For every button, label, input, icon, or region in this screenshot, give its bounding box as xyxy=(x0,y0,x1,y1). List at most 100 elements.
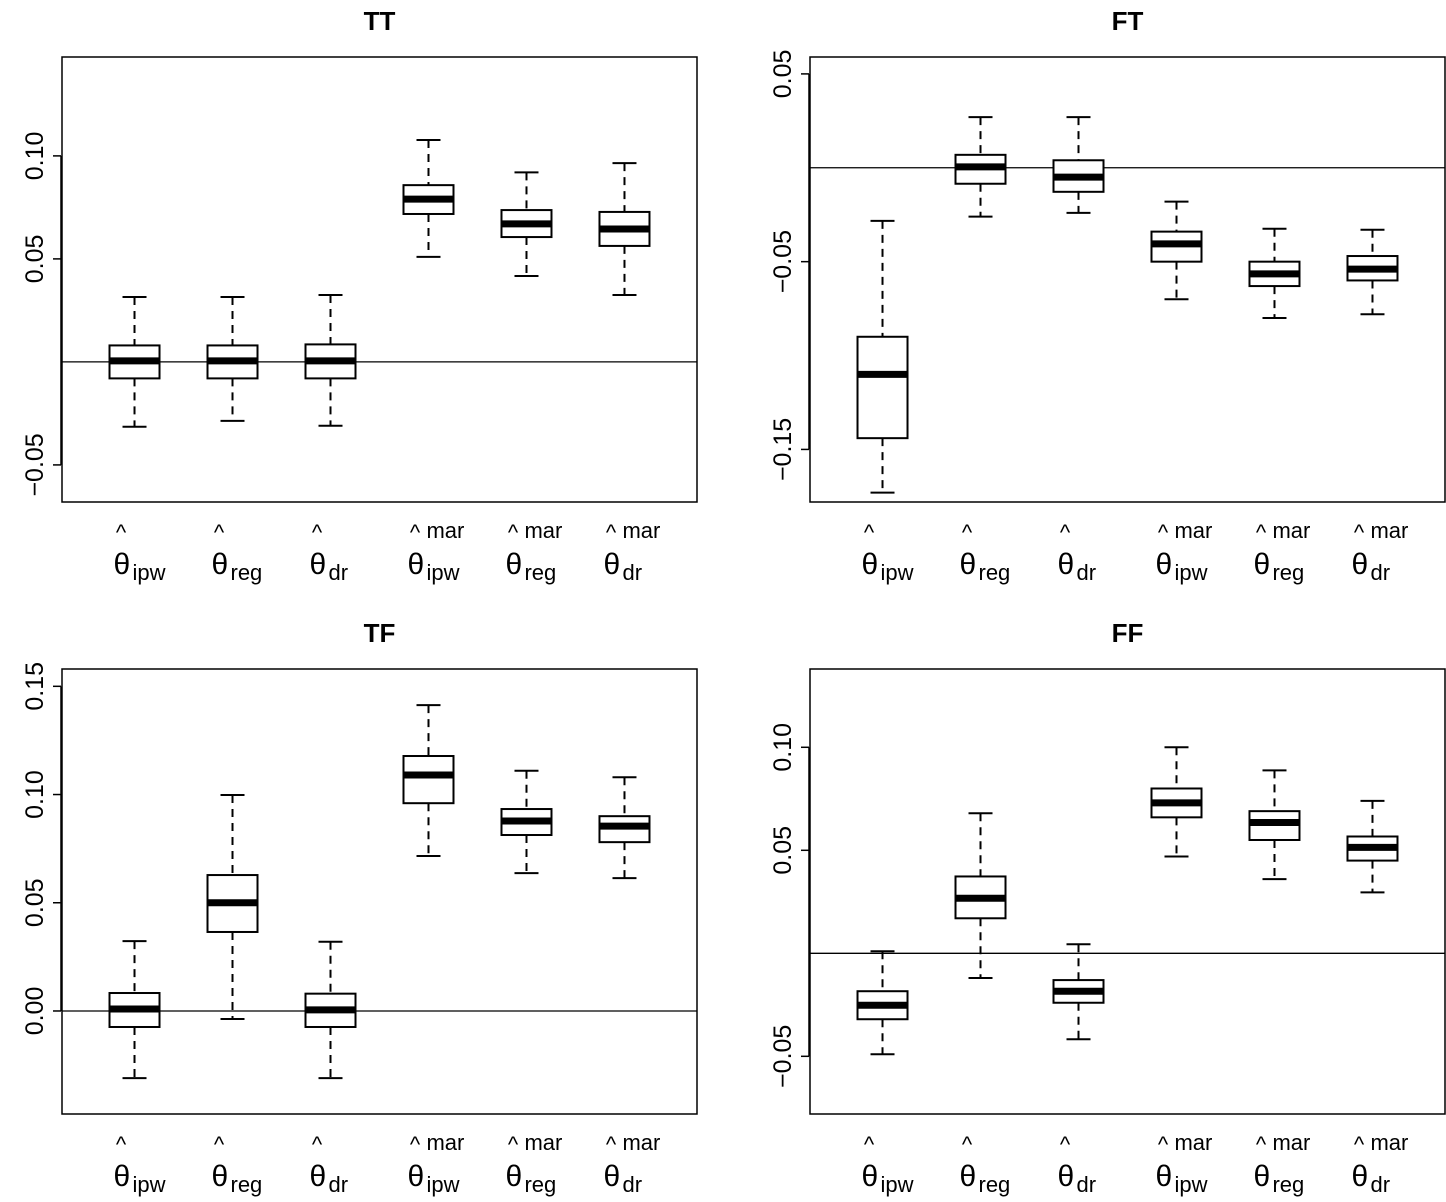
y-tick-label: 0.00 xyxy=(21,987,49,1036)
theta-symbol: θ xyxy=(862,1160,879,1193)
subscript-label: dr xyxy=(329,560,349,585)
x-tick-label: θ ^ipw mar xyxy=(1155,518,1212,585)
subscript-label: ipw xyxy=(1174,1172,1207,1197)
theta-symbol: θ xyxy=(212,548,229,581)
y-tick-label: 0.05 xyxy=(769,826,797,875)
theta-symbol: θ xyxy=(960,1160,977,1193)
box-ipw xyxy=(108,940,161,1080)
superscript-label: mar xyxy=(622,518,660,543)
theta-symbol: θ xyxy=(862,548,879,581)
subscript-label: ipw xyxy=(426,560,459,585)
x-tick-label: θ ^dr mar xyxy=(1351,518,1408,585)
superscript-label: mar xyxy=(524,518,562,543)
hat-accent: ^ xyxy=(962,1132,973,1157)
iqr-box xyxy=(856,335,909,440)
x-tick-label: θ ^ipw xyxy=(862,1132,914,1197)
hat-accent: ^ xyxy=(1060,1132,1071,1157)
x-tick-label: θ ^dr xyxy=(1058,520,1097,585)
box-reg xyxy=(954,812,1007,980)
theta-symbol: θ xyxy=(310,1160,327,1193)
hat-accent: ^ xyxy=(864,1132,875,1157)
plot-frame xyxy=(809,56,1446,503)
panel-tf: TF0.000.050.100.15θ^ipw θ^reg θ^dr θ^ipwmar… xyxy=(21,618,698,1197)
theta-symbol: θ xyxy=(1253,1160,1270,1193)
superscript-label: mar xyxy=(622,1130,660,1155)
box-ipw-mar xyxy=(1150,200,1203,301)
y-tick-label: −0.05 xyxy=(769,1025,797,1088)
panel-ff: FF−0.050.050.10θ^ipw θ^reg θ^dr θ^ipwmarθ^r… xyxy=(769,618,1446,1197)
box-reg-mar xyxy=(1248,769,1301,881)
hat-accent: ^ xyxy=(606,520,617,545)
plot-frame xyxy=(61,56,698,503)
box-dr xyxy=(1052,116,1105,214)
y-tick-label: 0.10 xyxy=(21,132,49,181)
hat-accent: ^ xyxy=(410,520,421,545)
x-tick-label: θ ^reg mar xyxy=(505,1130,562,1197)
y-tick-label: 0.05 xyxy=(21,235,49,284)
theta-symbol: θ xyxy=(505,548,522,581)
subscript-label: reg xyxy=(979,560,1011,585)
subscript-label: ipw xyxy=(426,1172,459,1197)
plot-frame xyxy=(809,668,1446,1115)
box-dr-mar xyxy=(598,162,651,296)
x-tick-label: θ ^ipw xyxy=(114,520,166,585)
hat-accent: ^ xyxy=(116,520,127,545)
theta-symbol: θ xyxy=(505,1160,522,1193)
y-tick-label: 0.15 xyxy=(21,662,49,711)
panel-tt: TT−0.050.050.10θ^ipw θ^reg θ^dr θ^ipwmarθ^r… xyxy=(21,6,698,585)
hat-accent: ^ xyxy=(312,1132,323,1157)
panel-title: TT xyxy=(364,6,396,36)
subscript-label: ipw xyxy=(1174,560,1207,585)
iqr-box xyxy=(402,755,455,805)
subscript-label: reg xyxy=(524,560,556,585)
y-tick-label: 0.05 xyxy=(21,878,49,927)
plot-frame xyxy=(61,668,698,1115)
theta-symbol: θ xyxy=(212,1160,229,1193)
hat-accent: ^ xyxy=(508,1132,519,1157)
subscript-label: reg xyxy=(524,1172,556,1197)
hat-accent: ^ xyxy=(606,1132,617,1157)
subscript-label: dr xyxy=(1370,1172,1390,1197)
superscript-label: mar xyxy=(1174,518,1212,543)
box-reg-mar xyxy=(500,769,553,875)
x-tick-label: θ ^ipw mar xyxy=(407,518,464,585)
hat-accent: ^ xyxy=(1158,1132,1169,1157)
panel-ft: FT−0.15−0.050.05θ^ipw θ^reg θ^dr θ^ipwmarθ^… xyxy=(769,6,1446,585)
subscript-label: dr xyxy=(1077,560,1097,585)
box-dr-mar xyxy=(1346,228,1399,316)
box-ipw xyxy=(856,219,909,494)
subscript-label: dr xyxy=(622,560,642,585)
theta-symbol: θ xyxy=(114,1160,131,1193)
subscript-label: reg xyxy=(231,1172,263,1197)
x-tick-label: θ ^dr mar xyxy=(603,1130,660,1197)
box-dr-mar xyxy=(1346,799,1399,894)
subscript-label: ipw xyxy=(133,560,166,585)
subscript-label: dr xyxy=(1370,560,1390,585)
theta-symbol: θ xyxy=(114,548,131,581)
x-tick-label: θ ^reg xyxy=(960,520,1011,585)
x-tick-label: θ ^dr xyxy=(1058,1132,1097,1197)
theta-symbol: θ xyxy=(407,548,424,581)
box-reg xyxy=(206,793,259,1020)
hat-accent: ^ xyxy=(214,1132,225,1157)
subscript-label: ipw xyxy=(881,560,914,585)
hat-accent: ^ xyxy=(116,1132,127,1157)
theta-symbol: θ xyxy=(1058,1160,1075,1193)
hat-accent: ^ xyxy=(864,520,875,545)
box-reg xyxy=(206,296,259,422)
superscript-label: mar xyxy=(1272,518,1310,543)
hat-accent: ^ xyxy=(508,520,519,545)
subscript-label: ipw xyxy=(133,1172,166,1197)
theta-symbol: θ xyxy=(1351,548,1368,581)
y-tick-label: 0.10 xyxy=(21,770,49,819)
theta-symbol: θ xyxy=(1058,548,1075,581)
theta-symbol: θ xyxy=(960,548,977,581)
subscript-label: dr xyxy=(622,1172,642,1197)
y-tick-label: −0.05 xyxy=(769,230,797,293)
subscript-label: reg xyxy=(1272,1172,1304,1197)
hat-accent: ^ xyxy=(1354,520,1365,545)
hat-accent: ^ xyxy=(214,520,225,545)
superscript-label: mar xyxy=(1174,1130,1212,1155)
box-dr-mar xyxy=(598,776,651,880)
